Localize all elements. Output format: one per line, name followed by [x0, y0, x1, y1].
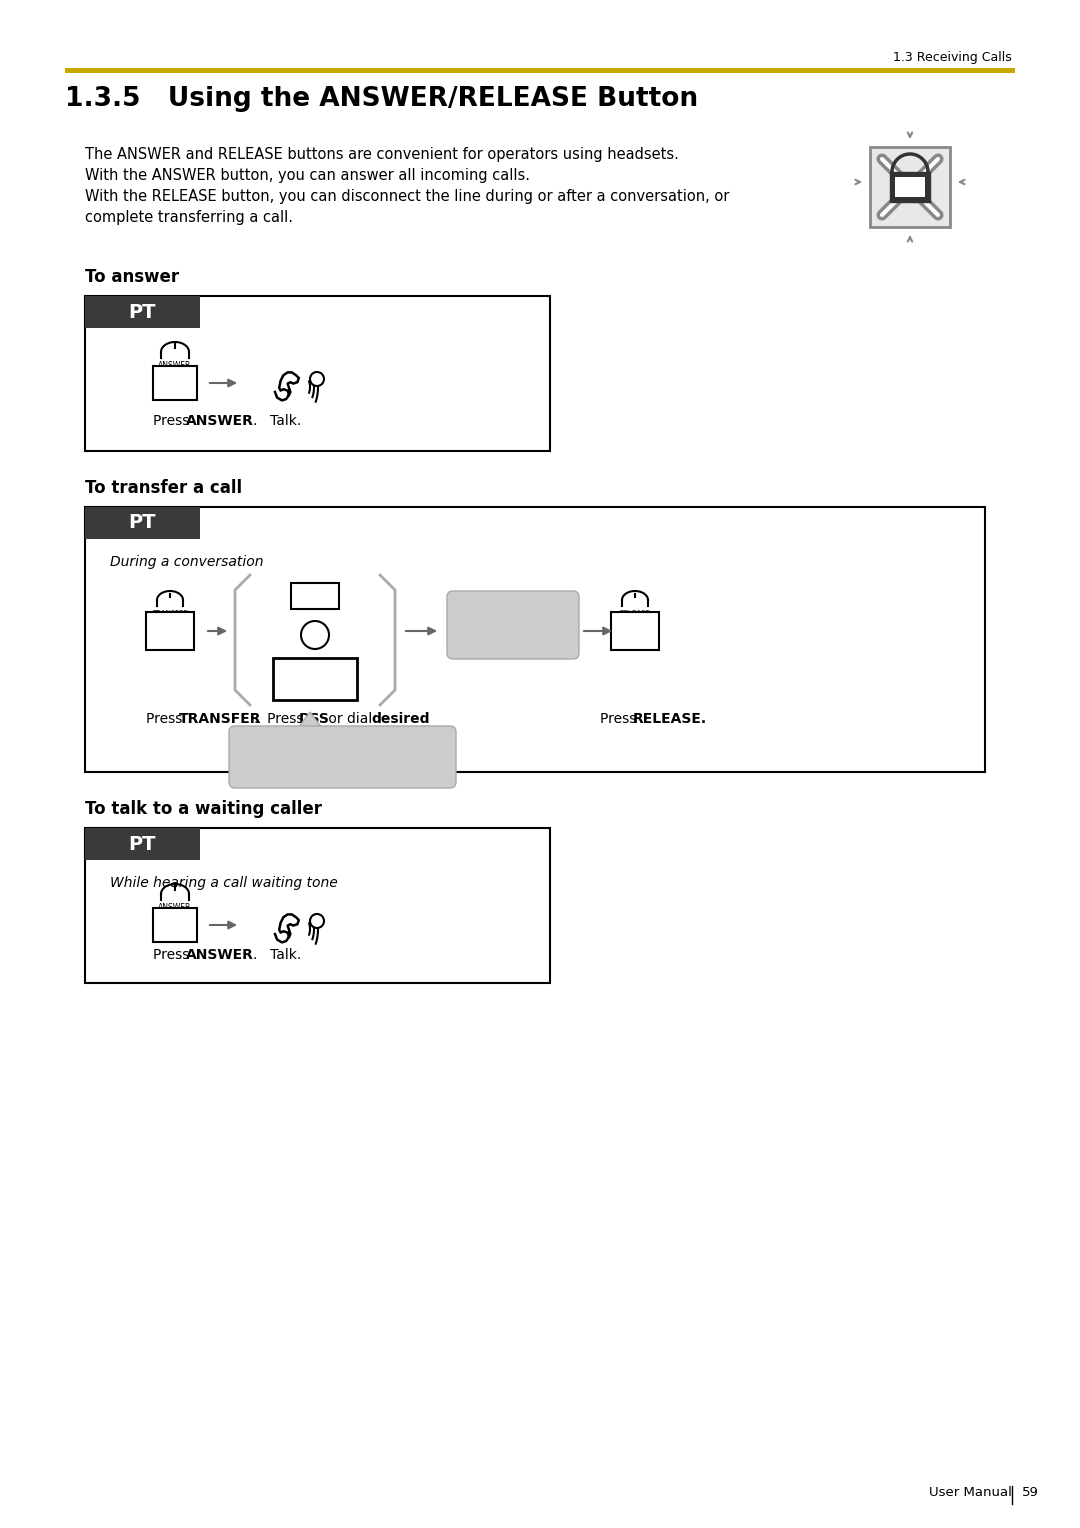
Text: desired: desired [372, 712, 430, 726]
Bar [85, 296, 550, 451]
Text: complete transferring a call.: complete transferring a call. [85, 209, 293, 225]
Text: The ANSWER and RELEASE buttons are convenient for operators using headsets.: The ANSWER and RELEASE buttons are conve… [85, 147, 679, 162]
Text: PT: PT [129, 513, 156, 532]
Bar [291, 584, 339, 610]
Circle shape [301, 620, 329, 649]
Text: .  Press: . Press [254, 712, 308, 726]
Circle shape [310, 914, 324, 927]
Bar [895, 177, 924, 197]
Text: DSS: DSS [299, 712, 329, 726]
Text: 1.3.5   Using the ANSWER/RELEASE Button: 1.3.5 Using the ANSWER/RELEASE Button [65, 86, 698, 112]
Text: .: . [394, 730, 399, 744]
Text: 1.3 Receiving Calls: 1.3 Receiving Calls [893, 50, 1012, 64]
Text: Press: Press [600, 712, 640, 726]
Text: RELEASE.: RELEASE. [633, 712, 707, 726]
Text: User Manual: User Manual [929, 1487, 1012, 1499]
Text: desired: desired [286, 668, 345, 681]
Text: ANSWER: ANSWER [159, 903, 191, 912]
Bar [65, 69, 1015, 73]
Text: Press: Press [153, 947, 193, 963]
Text: .: . [253, 947, 257, 963]
FancyBboxPatch shape [229, 726, 456, 788]
Text: The called: The called [478, 611, 548, 623]
Text: PT: PT [129, 834, 156, 854]
Text: RELEASE: RELEASE [620, 610, 650, 616]
Text: 59: 59 [1022, 1487, 1039, 1499]
Text: Talk.: Talk. [270, 947, 301, 963]
Text: During a conversation: During a conversation [110, 555, 264, 568]
Circle shape [310, 371, 324, 387]
Bar [870, 147, 950, 228]
Text: Press: Press [153, 414, 193, 428]
Text: dialling outside phone number.: dialling outside phone number. [245, 761, 440, 775]
Text: PT: PT [129, 303, 156, 321]
Bar [85, 828, 200, 860]
Text: (DSS): (DSS) [300, 585, 329, 594]
Text: With the RELEASE button, you can disconnect the line during or after a conversat: With the RELEASE button, you can disconn… [85, 189, 729, 205]
Bar [273, 659, 357, 700]
Text: Press: Press [146, 712, 187, 726]
Text: TRANSFER: TRANSFER [179, 712, 261, 726]
Bar [890, 173, 930, 202]
Text: party answers.: party answers. [463, 628, 563, 642]
Text: ANSWER: ANSWER [186, 947, 254, 963]
Text: phone number: phone number [299, 730, 413, 744]
Text: phone no.: phone no. [275, 681, 354, 695]
Bar [85, 296, 200, 329]
Bar [146, 613, 194, 649]
Text: To answer: To answer [85, 267, 179, 286]
Text: With the ANSWER button, you can answer all incoming calls.: With the ANSWER button, you can answer a… [85, 168, 530, 183]
Bar [153, 367, 197, 400]
Bar [85, 507, 200, 539]
Bar [85, 828, 550, 983]
Text: Talk.: Talk. [270, 414, 301, 428]
Text: or dial: or dial [324, 712, 377, 726]
Text: Seize outside line before: Seize outside line before [245, 744, 400, 756]
Text: To talk to a waiting caller: To talk to a waiting caller [85, 801, 322, 817]
Bar [85, 507, 985, 772]
Bar [611, 613, 659, 649]
Text: TRANSFER: TRANSFER [152, 610, 188, 616]
Text: .: . [253, 414, 257, 428]
Text: While hearing a call waiting tone: While hearing a call waiting tone [110, 876, 338, 889]
Polygon shape [295, 712, 325, 732]
Text: To transfer a call: To transfer a call [85, 478, 242, 497]
Text: OR: OR [307, 630, 323, 640]
Bar [153, 908, 197, 941]
Text: ANSWER: ANSWER [186, 414, 254, 428]
FancyBboxPatch shape [447, 591, 579, 659]
Text: ANSWER: ANSWER [159, 361, 191, 370]
